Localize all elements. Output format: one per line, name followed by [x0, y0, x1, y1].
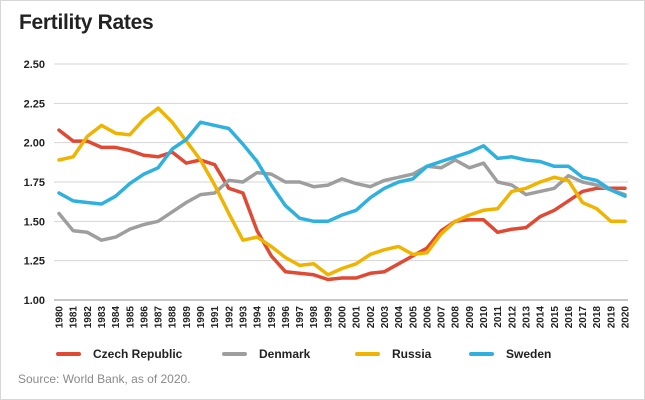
x-tick-label: 2002: [366, 306, 377, 329]
x-tick-label: 1997: [295, 306, 306, 329]
series-lines: [57, 106, 627, 282]
legend-label: Russia: [392, 347, 432, 361]
chart-title: Fertility Rates: [19, 11, 154, 34]
x-tick-label: 1990: [196, 306, 207, 329]
series-line-russia: [57, 106, 627, 277]
x-tick-label: 2000: [338, 306, 349, 329]
x-tick-label: 2006: [422, 306, 433, 329]
series-line-czech-republic: [57, 128, 627, 282]
y-tick-label: 1.50: [24, 216, 45, 228]
x-axis-tick-labels: 1980 1981 1982 1983 1984 1985 1986 1987 1988 1989…: [55, 306, 632, 329]
x-tick-label: 1995: [267, 306, 278, 329]
x-tick-label: 2005: [408, 306, 419, 329]
x-tick-label: 2001: [352, 306, 363, 329]
y-tick-label: 1.25: [24, 256, 45, 268]
x-tick-label: 1994: [253, 306, 264, 329]
y-tick-label: 2.00: [24, 138, 45, 150]
y-tick-label: 1.75: [24, 177, 45, 189]
x-tick-label: 1981: [69, 306, 80, 329]
x-tick-label: 2015: [550, 306, 561, 329]
x-tick-label: 2016: [564, 306, 575, 329]
legend-label: Sweden: [506, 347, 552, 361]
x-tick-label: 2020: [621, 306, 632, 329]
x-tick-label: 1989: [182, 306, 193, 329]
legend-swatch: [355, 352, 380, 356]
x-tick-label: 1986: [139, 306, 150, 329]
y-tick-label: 1.00: [24, 295, 45, 307]
y-axis-tick-labels: 1.00 1.25 1.50 1.75 2.00 2.25 2.50: [24, 59, 45, 307]
source-note: Source: World Bank, as of 2020.: [18, 372, 191, 386]
x-tick-label: 2017: [578, 306, 589, 329]
line-chart: 1.001.251.501.752.002.252.50 1980 1981 198…: [24, 59, 632, 329]
legend-swatch: [469, 352, 494, 356]
legend-swatch: [56, 352, 81, 356]
x-tick-label: 1983: [97, 306, 108, 329]
x-tick-label: 1999: [323, 306, 334, 329]
x-tick-label: 2012: [507, 306, 518, 329]
x-tick-label: 1980: [55, 306, 66, 329]
legend-label: Czech Republic: [93, 347, 183, 361]
legend-item: Russia: [355, 344, 431, 364]
x-tick-label: 1998: [309, 306, 320, 329]
x-tick-label: 2014: [536, 306, 547, 329]
x-tick-label: 2019: [606, 306, 617, 329]
x-tick-label: 2010: [479, 306, 490, 329]
legend: Czech Republic Denmark Russia Sweden: [0, 344, 645, 364]
x-tick-label: 1984: [111, 306, 122, 329]
legend-label: Denmark: [259, 347, 311, 361]
x-tick-label: 1988: [168, 306, 179, 329]
legend-swatch: [222, 352, 247, 356]
legend-item: Sweden: [469, 344, 551, 364]
x-tick-label: 2004: [394, 306, 405, 329]
series-line-sweden: [57, 120, 627, 224]
legend-item: Denmark: [222, 344, 310, 364]
x-tick-label: 1985: [125, 306, 136, 329]
x-tick-label: 1996: [281, 306, 292, 329]
x-tick-label: 2008: [451, 306, 462, 329]
x-tick-label: 1993: [238, 306, 249, 329]
x-tick-label: 2013: [521, 306, 532, 329]
x-tick-label: 1987: [154, 306, 165, 329]
x-tick-label: 2011: [493, 306, 504, 328]
x-tick-label: 2018: [592, 306, 603, 329]
x-tick-label: 2009: [465, 306, 476, 329]
y-tick-label: 2.25: [24, 98, 45, 110]
x-tick-label: 1992: [224, 306, 235, 329]
x-tick-label: 1982: [83, 306, 94, 329]
legend-item: Czech Republic: [56, 344, 182, 364]
x-tick-label: 2007: [437, 306, 448, 329]
series-line-denmark: [57, 158, 627, 242]
y-tick-label: 2.50: [24, 59, 45, 71]
x-tick-label: 1991: [210, 306, 221, 329]
x-tick-label: 2003: [380, 306, 391, 329]
